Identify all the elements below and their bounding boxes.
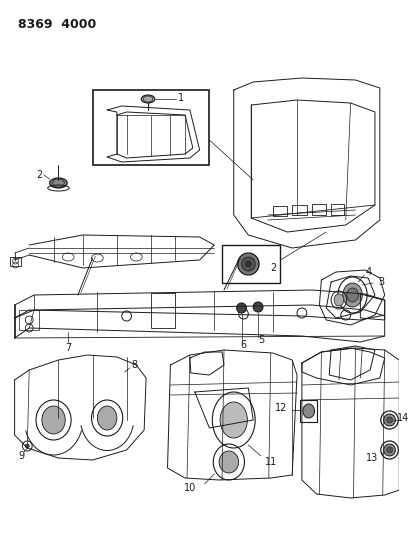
Ellipse shape — [302, 404, 314, 418]
Ellipse shape — [220, 402, 247, 438]
Text: 6: 6 — [240, 340, 246, 350]
Text: 8: 8 — [131, 360, 137, 370]
Bar — [151, 293, 175, 328]
Ellipse shape — [141, 95, 155, 103]
Bar — [92, 90, 209, 165]
Text: 8369  4000: 8369 4000 — [18, 18, 96, 31]
Ellipse shape — [346, 288, 357, 302]
Text: 5: 5 — [257, 335, 263, 345]
Text: 7: 7 — [65, 343, 71, 353]
Ellipse shape — [253, 302, 262, 312]
Ellipse shape — [383, 444, 394, 456]
Ellipse shape — [236, 303, 246, 313]
Text: 3: 3 — [377, 277, 383, 287]
Ellipse shape — [342, 283, 362, 307]
Bar — [292, 205, 306, 215]
Ellipse shape — [49, 178, 67, 188]
Bar — [222, 245, 280, 283]
Text: 9: 9 — [18, 451, 25, 461]
Ellipse shape — [386, 417, 391, 423]
Text: 11: 11 — [264, 457, 276, 467]
Ellipse shape — [241, 257, 254, 271]
Ellipse shape — [245, 261, 251, 267]
Ellipse shape — [97, 406, 117, 430]
Bar — [311, 204, 326, 215]
Bar — [272, 206, 287, 216]
Bar — [10, 257, 21, 266]
Ellipse shape — [42, 406, 65, 434]
Text: 4: 4 — [364, 267, 371, 277]
Text: 2: 2 — [36, 170, 42, 180]
Ellipse shape — [25, 444, 29, 448]
Text: 2: 2 — [270, 263, 276, 273]
Ellipse shape — [386, 447, 391, 453]
Text: 13: 13 — [365, 453, 377, 463]
Text: 1: 1 — [178, 93, 184, 103]
Text: 10: 10 — [183, 483, 196, 493]
Bar — [299, 400, 317, 422]
Text: 14: 14 — [396, 413, 409, 423]
Ellipse shape — [237, 253, 258, 275]
Ellipse shape — [218, 451, 238, 473]
Text: 12: 12 — [274, 403, 287, 413]
Bar — [330, 204, 343, 215]
Bar — [20, 310, 39, 330]
Ellipse shape — [333, 294, 343, 306]
Ellipse shape — [383, 414, 394, 426]
